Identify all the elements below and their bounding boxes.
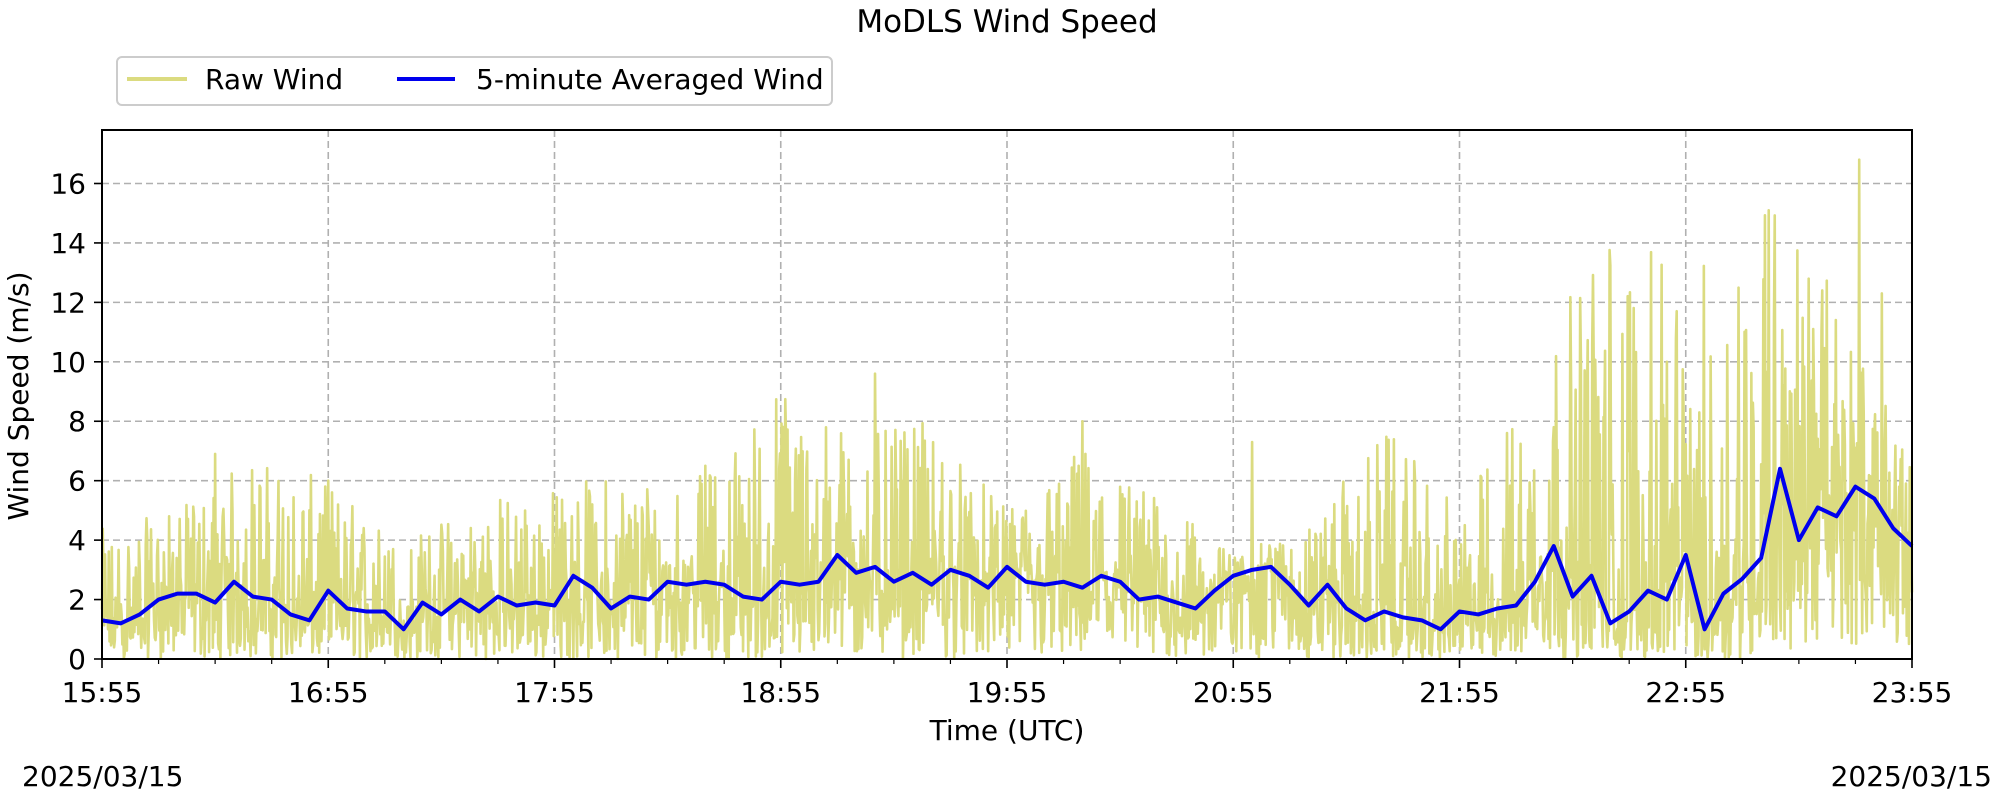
x-tick-label: 23:55 bbox=[1872, 676, 1953, 709]
legend-label-raw-wind: Raw Wind bbox=[205, 63, 343, 96]
y-tick-label: 14 bbox=[50, 227, 86, 260]
y-tick-label: 10 bbox=[50, 346, 86, 379]
x-tick-label: 18:55 bbox=[740, 676, 821, 709]
raw-wind-series-line bbox=[100, 158, 1914, 661]
y-tick-label: 8 bbox=[68, 405, 86, 438]
x-tick-label: 19:55 bbox=[967, 676, 1048, 709]
legend-box bbox=[116, 56, 833, 106]
y-axis: 0 2 4 6 8 10 12 14 16 bbox=[50, 167, 102, 676]
grid-lines bbox=[102, 130, 1913, 659]
x-tick-label: 22:55 bbox=[1645, 676, 1726, 709]
start-date-label: 2025/03/15 bbox=[22, 760, 183, 793]
x-tick-label: 15:55 bbox=[62, 676, 143, 709]
y-tick-label: 12 bbox=[50, 286, 86, 319]
y-tick-label: 6 bbox=[68, 465, 86, 498]
end-date-label: 2025/03/15 bbox=[1831, 760, 1992, 793]
x-tick-label: 21:55 bbox=[1419, 676, 1500, 709]
legend-label-averaged-wind: 5-minute Averaged Wind bbox=[476, 63, 824, 96]
y-tick-label: 4 bbox=[68, 524, 86, 557]
y-axis-label: Wind Speed (m/s) bbox=[2, 271, 35, 520]
x-tick-label: 16:55 bbox=[288, 676, 369, 709]
averaged-wind-layer bbox=[101, 466, 1914, 632]
legend: Raw Wind 5-minute Averaged Wind bbox=[116, 56, 833, 106]
y-tick-label: 16 bbox=[50, 167, 86, 200]
averaged-wind-series-line bbox=[101, 466, 1914, 632]
y-tick-label: 0 bbox=[68, 643, 86, 676]
raw-wind-layer bbox=[100, 158, 1914, 661]
x-axis: 15:55 16:55 17:55 18:55 19:55 20:55 21:55 22:55… bbox=[62, 659, 1953, 709]
x-axis-label: Time (UTC) bbox=[929, 714, 1085, 747]
x-tick-label: 20:55 bbox=[1193, 676, 1274, 709]
y-tick-label: 2 bbox=[68, 584, 86, 617]
chart-title: MoDLS Wind Speed bbox=[856, 4, 1157, 40]
x-tick-label: 17:55 bbox=[514, 676, 595, 709]
